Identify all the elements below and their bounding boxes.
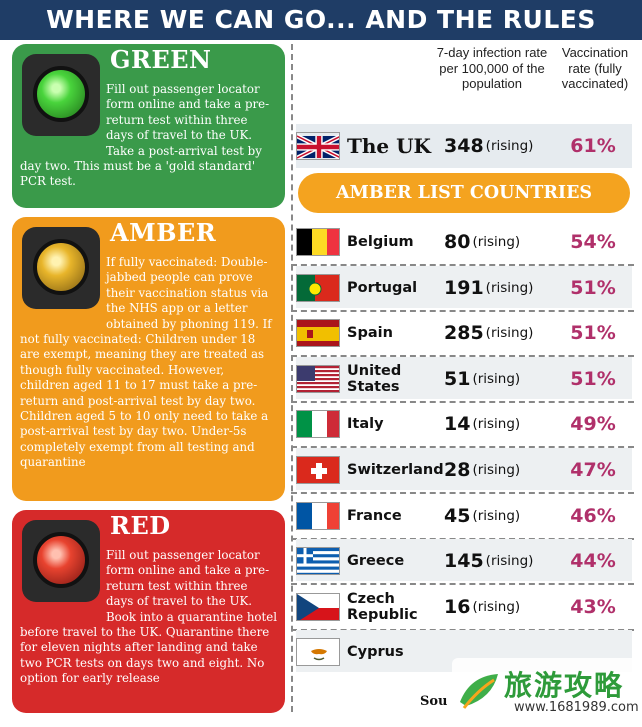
vaccination-rate: 51% (570, 322, 616, 345)
country-name: Spain (347, 325, 393, 342)
infection-rate-header: 7-day infection rate per 100,000 of the … (436, 45, 548, 91)
amber-rules-text: If fully vaccinated: Double-jabbed peopl… (20, 255, 272, 470)
vaccination-rate: 61% (570, 135, 616, 157)
amber-list-banner: AMBER LIST COUNTRIES (298, 173, 630, 213)
vaccination-rate: 43% (570, 595, 616, 618)
italy-flag-icon (296, 410, 340, 439)
country-row: United States 51 (rising) 51% (296, 356, 632, 399)
country-row: Portugal 191 (rising) 51% (296, 265, 632, 308)
row-separator (291, 628, 634, 631)
country-row: Czech Republic 16 (rising) 43% (296, 585, 632, 627)
portugal-flag-icon (296, 273, 340, 302)
infection-rate: 80 (rising) (444, 231, 521, 253)
amber-panel: AMBER If fully vaccinated: Double-jabbed… (12, 217, 285, 501)
country-name: Italy (347, 416, 384, 433)
country-row: Italy 14 (rising) 49% (296, 402, 632, 444)
red-panel: RED Fill out passenger locator form onli… (12, 510, 285, 713)
green-panel: GREEN Fill out passenger locator form on… (12, 44, 285, 208)
usa-flag-icon (296, 364, 340, 393)
country-name: Switzerland (347, 462, 444, 478)
vaccination-rate: 47% (570, 459, 616, 481)
row-separator (291, 537, 634, 540)
page-title: WHERE WE CAN GO... AND THE RULES (0, 0, 642, 40)
uk-flag-icon (296, 132, 340, 160)
country-row: France 45 (rising) 46% (296, 494, 632, 536)
watermark: 旅游攻略 www.1681989.com (452, 658, 640, 724)
greece-flag-icon (296, 547, 340, 576)
infection-rate: 51 (rising) (444, 367, 521, 390)
vaccination-rate: 51% (570, 276, 616, 299)
country-row: Belgium 80 (rising) 54% (296, 220, 632, 262)
traffic-light-icon (22, 227, 100, 309)
source-text: Sou (420, 694, 448, 709)
country-name: Portugal (347, 279, 418, 296)
infection-rate: 28 (rising) (444, 459, 521, 481)
green-rules-text: Fill out passenger locator form online a… (20, 82, 270, 189)
green-title: GREEN (110, 45, 212, 74)
cyprus-flag-icon (296, 638, 340, 667)
row-separator (291, 446, 634, 449)
infection-rate: 45 (rising) (444, 504, 521, 527)
country-row: Greece 145 (rising) 44% (296, 539, 632, 582)
country-name: Czech Republic (347, 590, 418, 623)
row-separator (291, 583, 634, 586)
country-name: United States (347, 362, 402, 395)
red-title: RED (110, 511, 171, 540)
infection-rate: 191 (rising) (444, 276, 534, 299)
vaccination-rate-header: Vaccination rate (fully vaccinated) (561, 45, 629, 91)
column-divider (291, 44, 293, 712)
belgium-flag-icon (296, 228, 340, 256)
country-row: Switzerland 28 (rising) 47% (296, 448, 632, 490)
country-name: Belgium (347, 234, 414, 250)
row-separator (291, 400, 634, 403)
vaccination-rate: 51% (570, 367, 616, 390)
infection-rate: 348 (rising) (444, 135, 534, 157)
infection-rate: 285 (rising) (444, 322, 534, 345)
row-separator (291, 264, 634, 266)
vaccination-rate: 44% (570, 550, 616, 573)
watermark-url: www.1681989.com (514, 700, 639, 715)
row-separator (291, 492, 634, 494)
vaccination-rate: 54% (570, 231, 616, 253)
amber-title: AMBER (110, 218, 217, 247)
traffic-light-icon (22, 520, 100, 602)
switzerland-flag-icon (296, 456, 340, 484)
czech-flag-icon (296, 592, 340, 621)
spain-flag-icon (296, 319, 340, 348)
france-flag-icon (296, 501, 340, 530)
infection-rate: 145 (rising) (444, 550, 534, 573)
row-separator (291, 309, 634, 312)
country-name: Cyprus (347, 644, 404, 661)
infection-rate: 14 (rising) (444, 413, 521, 436)
uk-row: The UK 348 (rising) 61% (296, 124, 632, 168)
leaf-logo-icon (460, 674, 498, 709)
country-name: The UK (347, 134, 431, 158)
infection-rate: 16 (rising) (444, 595, 521, 618)
watermark-title: 旅游攻略 (504, 669, 625, 702)
country-name: Greece (347, 553, 405, 570)
country-name: France (347, 507, 402, 524)
vaccination-rate: 49% (570, 413, 616, 436)
country-row: Spain 285 (rising) 51% (296, 311, 632, 353)
vaccination-rate: 46% (570, 504, 616, 527)
traffic-light-icon (22, 54, 100, 136)
red-rules-text: Fill out passenger locator form online a… (20, 548, 278, 686)
row-separator (291, 355, 634, 358)
